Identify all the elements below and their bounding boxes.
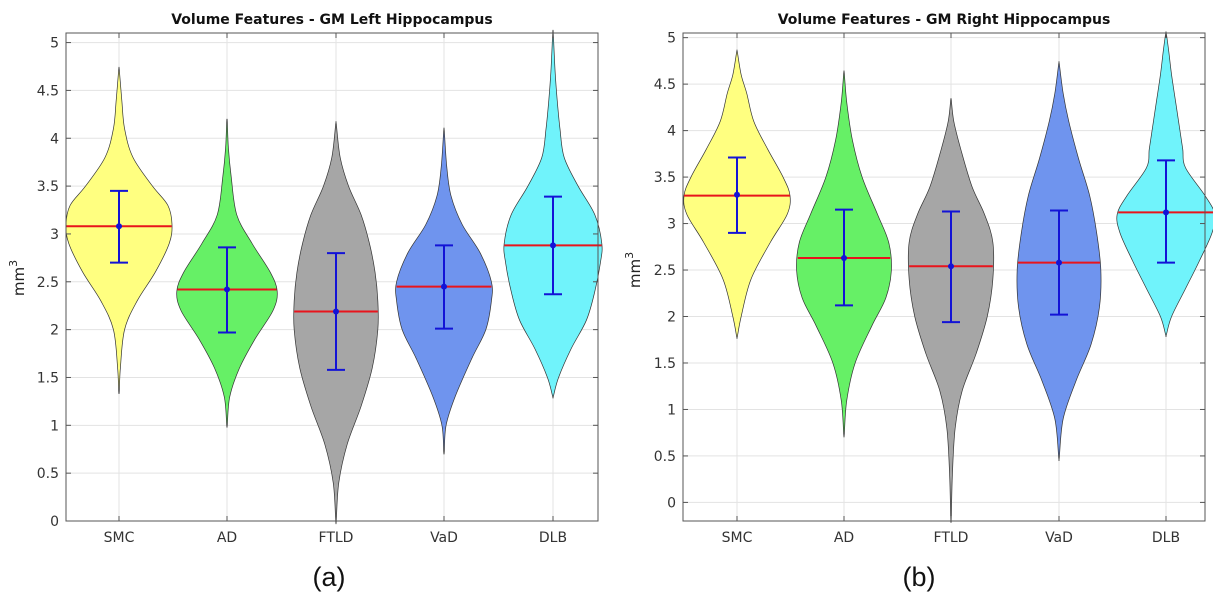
axes-frame: [682, 32, 1206, 522]
sub-caption-b: (b): [902, 562, 936, 592]
y-tick-label: 0.5: [654, 449, 676, 465]
y-axis-label: mm3: [7, 260, 28, 296]
y-tick-label: 4.5: [37, 83, 59, 99]
x-tick-label-ad: AD: [217, 530, 237, 546]
chart-title: Volume Features - GM Left Hippocampus: [171, 12, 493, 28]
mean-point: [441, 283, 447, 290]
mean-point: [224, 286, 230, 293]
y-tick-label: 1.5: [654, 356, 676, 372]
violin-vad: [1016, 61, 1102, 462]
y-tick-label: 2: [50, 323, 59, 339]
y-axis-label-unit: mm: [626, 259, 644, 288]
violin-ad: [796, 70, 892, 438]
x-tick-label-smc: SMC: [104, 530, 135, 546]
y-tick-label: 5: [50, 36, 59, 52]
panel-right: 0 0.5 1 1.5 2 2.5 3 3.5 4 4.5 5 SMC AD FTLD VaD DLB Volu…: [607, 0, 1213, 604]
y-tick-label: 1: [667, 402, 676, 418]
mean-point: [116, 223, 122, 230]
mean-point: [948, 263, 954, 270]
y-tick-label: 1.5: [37, 370, 59, 386]
y-tick-label: 0.5: [37, 466, 59, 482]
y-tick-label: 2: [667, 310, 676, 326]
x-tick-label-vad: VaD: [1045, 530, 1073, 546]
violin-dlb: [1116, 31, 1213, 337]
panel-left: 0 0.5 1 1.5 2 2.5 3 3.5 4 4.5 5 SMC AD FTLD VaD DLB Volu…: [0, 0, 606, 604]
x-tick-label-smc: SMC: [722, 530, 753, 546]
y-tick-label: 4.5: [654, 77, 676, 93]
y-tick-label: 0: [50, 514, 59, 530]
y-tick-label: 1: [50, 418, 59, 434]
violin-ad: [176, 118, 278, 428]
y-tick-label: 3: [667, 217, 676, 233]
mean-point: [734, 191, 740, 198]
y-tick-label: 3.5: [654, 170, 676, 186]
y-tick-label: 4: [667, 124, 676, 140]
x-tick-label-ftld: FTLD: [319, 530, 354, 546]
x-tick-label-ftld: FTLD: [934, 530, 969, 546]
y-tick-label: 2.5: [654, 263, 676, 279]
y-tick-label: 0: [667, 495, 676, 511]
violin-smc: [65, 66, 173, 394]
mean-point: [1163, 209, 1169, 216]
y-axis: 0 0.5 1 1.5 2 2.5 3 3.5 4 4.5 5: [654, 31, 1205, 511]
left-hippocampus-violin-chart: 0 0.5 1 1.5 2 2.5 3 3.5 4 4.5 5 SMC AD FTLD VaD DLB Volu…: [7, 12, 603, 546]
y-tick-label: 5: [667, 31, 676, 47]
y-axis-label: mm3: [623, 252, 644, 288]
right-hippocampus-violin-chart: 0 0.5 1 1.5 2 2.5 3 3.5 4 4.5 5 SMC AD FTLD VaD DLB Volu…: [623, 12, 1213, 546]
sub-caption-a: (a): [312, 562, 346, 592]
y-axis-label-unit: mm: [10, 267, 28, 296]
mean-point: [841, 254, 847, 261]
y-tick-label: 3: [50, 227, 59, 243]
y-tick-label: 3.5: [37, 179, 59, 195]
y-axis: 0 0.5 1 1.5 2 2.5 3 3.5 4 4.5 5: [37, 36, 598, 530]
x-tick-label-dlb: DLB: [1152, 530, 1180, 546]
y-axis-label-superscript: 3: [623, 252, 636, 259]
mean-point: [550, 242, 556, 249]
y-axis-label-superscript: 3: [7, 260, 20, 267]
x-tick-label-ad: AD: [834, 530, 854, 546]
mean-point: [333, 308, 339, 315]
violin-vad: [395, 127, 493, 455]
x-tick-label-dlb: DLB: [539, 530, 567, 546]
y-tick-label: 2.5: [37, 275, 59, 291]
violin-ftld: [293, 121, 379, 525]
violin-smc: [683, 49, 791, 339]
mean-point: [1056, 259, 1062, 266]
x-tick-label-vad: VaD: [430, 530, 458, 546]
violin-ftld: [907, 98, 995, 523]
axes-frame: [65, 32, 599, 522]
y-tick-label: 4: [50, 131, 59, 147]
chart-title: Volume Features - GM Right Hippocampus: [778, 12, 1111, 28]
x-axis: SMC AD FTLD VaD DLB: [722, 33, 1180, 546]
x-axis: SMC AD FTLD VaD DLB: [104, 33, 567, 546]
